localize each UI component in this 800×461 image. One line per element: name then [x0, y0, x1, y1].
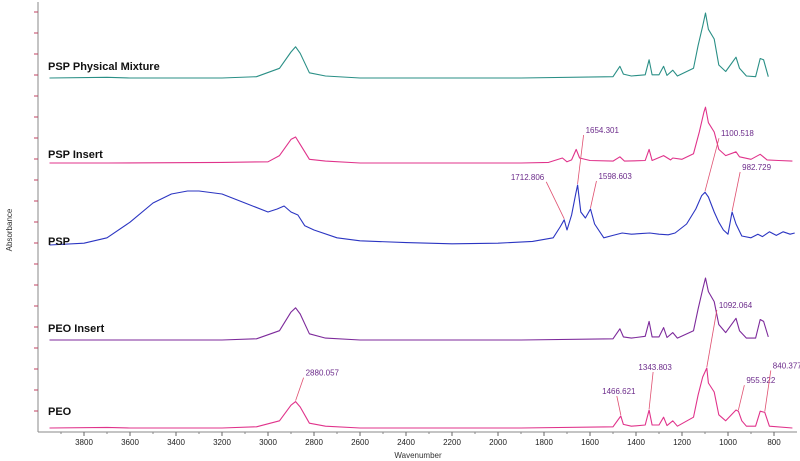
- x-tick-label: 1600: [581, 438, 599, 447]
- x-tick-label: 1400: [627, 438, 645, 447]
- x-tick-label: 3400: [167, 438, 185, 447]
- peak-label: 1343.803: [638, 363, 672, 372]
- x-tick-label: 1200: [673, 438, 691, 447]
- sample-label: PSP Physical Mixture: [48, 61, 160, 73]
- peak-leader-line: [704, 138, 720, 192]
- peak-label: 955.922: [746, 376, 775, 385]
- series-line-peo-insert: [49, 277, 769, 341]
- sample-label: PSP: [48, 236, 70, 248]
- peak-annotations: 1712.806 1654.301 1598.603 1100.518 982.729 2…: [295, 126, 800, 416]
- y-axis-label: Absorbance: [5, 208, 14, 251]
- sample-labels: PSP Physical Mixture PSP Insert PSP PEO Ins…: [48, 61, 160, 418]
- x-axis-label: Wavenumber: [394, 451, 442, 460]
- peak-label: 1712.806: [511, 173, 545, 182]
- sample-label: PEO: [48, 406, 72, 418]
- peak-label: 982.729: [742, 163, 771, 172]
- x-tick-label: 2800: [305, 438, 323, 447]
- x-tick-label: 800: [767, 438, 781, 447]
- peak-leader-line: [577, 134, 584, 185]
- x-tick-label: 3800: [75, 438, 93, 447]
- x-tick-label: 3200: [213, 438, 231, 447]
- peak-label: 840.377: [773, 361, 800, 370]
- peak-label: 1466.621: [602, 387, 636, 396]
- x-tick-label: 1000: [719, 438, 737, 447]
- peak-leader-line: [764, 370, 772, 412]
- peak-label: 1092.064: [719, 301, 753, 310]
- series-line-psp: [49, 184, 795, 246]
- peak-leader-line: [590, 180, 597, 209]
- x-tick-label: 2400: [397, 438, 415, 447]
- peak-leader-line: [616, 395, 622, 416]
- sample-label: PEO Insert: [48, 323, 105, 335]
- x-tick-label: 3600: [121, 438, 139, 447]
- x-tick-label: 3000: [259, 438, 277, 447]
- peak-label: 2880.057: [306, 369, 340, 378]
- peak-label: 1654.301: [586, 126, 620, 135]
- peak-leader-line: [731, 171, 741, 212]
- series-line-psp-physical-mixture: [49, 12, 769, 79]
- peak-leader-line: [737, 385, 745, 411]
- x-tick-label: 2000: [489, 438, 507, 447]
- x-tick-label: 2200: [443, 438, 461, 447]
- series-line-peo: [49, 367, 793, 429]
- axes: 3800 3600 3400 3200 3000 2800 2600 2400 2200 2000…: [34, 2, 797, 447]
- spectra-series: [49, 12, 795, 429]
- peak-label: 1598.603: [598, 172, 632, 181]
- x-tick-label: 1800: [535, 438, 553, 447]
- sample-label: PSP Insert: [48, 149, 103, 161]
- peak-label: 1100.518: [721, 129, 754, 138]
- peak-leader-line: [295, 377, 304, 401]
- peak-leader-line: [648, 371, 654, 410]
- series-line-psp-insert: [49, 106, 793, 164]
- peak-leader-line: [706, 309, 718, 368]
- peak-leader-line: [545, 181, 565, 219]
- x-tick-label: 2600: [351, 438, 369, 447]
